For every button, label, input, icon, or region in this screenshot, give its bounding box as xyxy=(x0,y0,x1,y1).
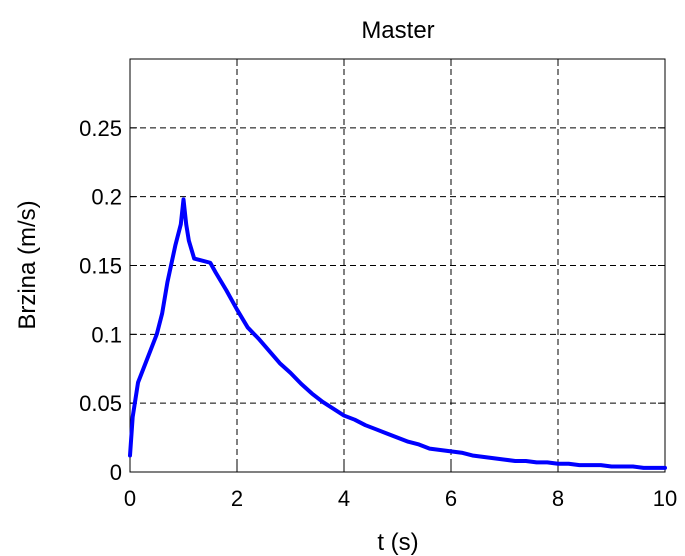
y-tick-label: 0.2 xyxy=(91,185,122,210)
y-tick-labels: 0 0.05 0.1 0.15 0.2 0.25 xyxy=(79,116,122,485)
grid-lines xyxy=(130,59,665,472)
x-tick-label: 8 xyxy=(552,486,564,511)
x-tick-label: 2 xyxy=(231,486,243,511)
x-tick-label: 6 xyxy=(445,486,457,511)
x-tick-label: 4 xyxy=(338,486,350,511)
y-axis-title: Brzina (m/s) xyxy=(14,200,41,329)
y-tick-label: 0.1 xyxy=(91,322,122,347)
y-tick-label: 0.15 xyxy=(79,254,122,279)
y-tick-label: 0 xyxy=(110,460,122,485)
x-tick-label: 0 xyxy=(124,486,136,511)
x-tick-label: 10 xyxy=(653,486,677,511)
y-tick-label: 0.25 xyxy=(79,116,122,141)
velocity-series-line xyxy=(128,197,667,470)
chart-title: Master xyxy=(361,17,434,44)
tick-marks xyxy=(129,59,666,473)
x-axis-title: t (s) xyxy=(377,529,418,556)
x-tick-labels: 0 2 4 6 8 10 xyxy=(124,486,677,511)
y-tick-label: 0.05 xyxy=(79,391,122,416)
